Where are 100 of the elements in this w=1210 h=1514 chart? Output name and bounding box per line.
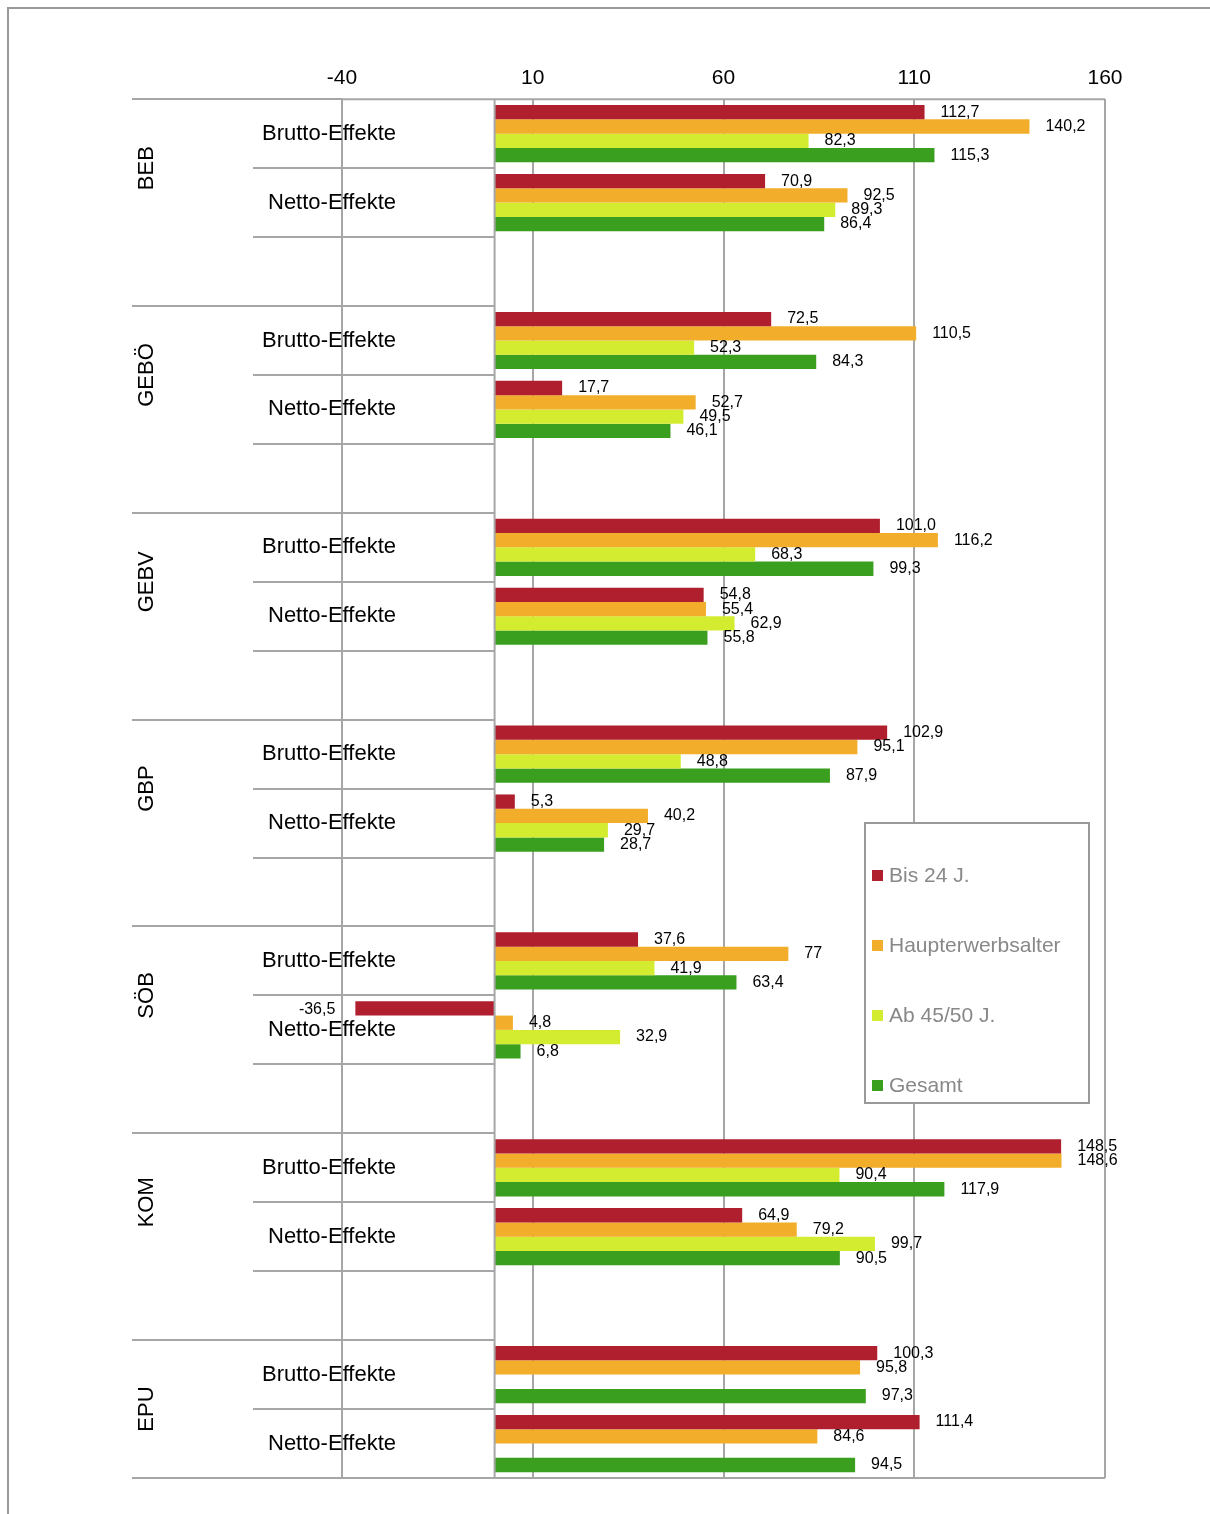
bar — [494, 1167, 840, 1183]
data-label: 89,3 — [851, 200, 883, 218]
bar — [494, 946, 789, 961]
data-label: 87,9 — [845, 765, 878, 783]
data-label: 64,9 — [758, 1205, 790, 1223]
bar — [494, 561, 874, 576]
data-label: 62,9 — [750, 613, 782, 631]
bar — [494, 395, 696, 410]
data-label: 102,9 — [903, 723, 944, 741]
data-label: 41,9 — [670, 958, 702, 976]
text: EPU — [133, 1386, 159, 1432]
bar — [494, 616, 735, 631]
bar — [494, 326, 917, 341]
x-tick-label: 110 — [897, 65, 931, 89]
legend-label: Gesamt — [889, 1073, 963, 1097]
y-tick-label: Netto-Effekte — [268, 1222, 396, 1248]
bar — [494, 630, 708, 645]
x-tick-label: 10 — [521, 65, 545, 89]
data-label: 29,7 — [623, 820, 656, 838]
data-label: 32,9 — [636, 1027, 668, 1045]
bar — [494, 725, 888, 740]
x-tick-label: -40 — [326, 65, 358, 89]
data-label: 63,4 — [752, 972, 784, 990]
text: GEBÖ — [133, 343, 159, 407]
data-label: 84,6 — [833, 1426, 865, 1444]
bar — [494, 823, 608, 838]
data-label: 82,3 — [824, 131, 856, 149]
data-label: 48,8 — [696, 751, 729, 769]
data-label: 97,3 — [881, 1386, 914, 1404]
legend-label: Haupterwerbsalter — [889, 933, 1061, 957]
y-tick-label: Netto-Effekte — [268, 395, 396, 421]
bar — [494, 837, 605, 852]
bar — [494, 174, 766, 189]
data-label: 46,1 — [686, 421, 718, 439]
data-label: 95,1 — [873, 737, 905, 755]
data-label: 148,6 — [1077, 1151, 1118, 1169]
bar — [494, 794, 515, 809]
y-tick-label: Netto-Effekte — [268, 188, 396, 214]
y-tick-label: Netto-Effekte — [268, 1429, 396, 1455]
bar — [494, 1345, 878, 1361]
bar — [494, 1457, 856, 1473]
data-label: 72,5 — [787, 309, 819, 327]
data-label: 79,2 — [812, 1219, 844, 1237]
bar — [494, 216, 825, 232]
y-tick-label: Brutto-Effekte — [261, 326, 397, 352]
bar — [494, 1044, 521, 1059]
bar — [494, 354, 817, 370]
bar — [494, 1139, 1062, 1154]
data-label: -36,5 — [298, 999, 336, 1017]
bar — [494, 1222, 797, 1237]
y-tick-label: Brutto-Effekte — [261, 947, 397, 973]
text: SÖB — [133, 972, 159, 1019]
data-label: 4,8 — [528, 1013, 552, 1031]
x-tick-label: 60 — [711, 65, 736, 89]
bar — [494, 518, 880, 534]
y-tick-label: Netto-Effekte — [268, 602, 396, 628]
x-tick-label: 160 — [1087, 65, 1123, 89]
bar — [494, 1236, 875, 1252]
bar — [494, 768, 830, 783]
bar — [494, 105, 925, 120]
data-label: 140,2 — [1045, 116, 1086, 134]
bar — [494, 133, 809, 148]
bar — [494, 1182, 945, 1197]
bar — [494, 547, 756, 562]
bar — [494, 960, 655, 976]
bar — [494, 1153, 1062, 1168]
bar — [494, 1015, 513, 1030]
data-label: 92,5 — [863, 185, 895, 203]
bar — [494, 380, 563, 396]
bar — [494, 202, 836, 217]
bar — [494, 1029, 621, 1045]
bar — [494, 932, 639, 947]
y-tick-label: Brutto-Effekte — [261, 1153, 397, 1179]
data-label: 99,7 — [890, 1234, 923, 1252]
y-tick-label: Netto-Effekte — [268, 809, 396, 835]
bar — [494, 409, 684, 424]
data-label: 90,4 — [855, 1165, 887, 1183]
bar — [494, 311, 772, 327]
data-label: 52,3 — [710, 338, 742, 356]
bar — [494, 119, 1030, 134]
data-label: 101,0 — [895, 516, 937, 534]
text: KOM — [133, 1177, 159, 1228]
data-label: 77 — [804, 944, 823, 962]
data-label: 17,7 — [578, 378, 610, 396]
data-label: 6,8 — [536, 1041, 559, 1059]
text: GBP — [133, 765, 159, 812]
bar — [494, 340, 695, 355]
bar — [494, 975, 737, 990]
bar — [494, 188, 848, 203]
data-label: 94,5 — [871, 1455, 903, 1473]
y-tick-label: Brutto-Effekte — [261, 740, 397, 766]
text: GEBV — [133, 550, 159, 613]
legend-label: Ab 45/50 J. — [889, 1003, 996, 1027]
data-label: 40,2 — [663, 806, 696, 824]
legend-label: Bis 24 J. — [889, 863, 970, 887]
bar — [494, 1360, 861, 1375]
data-label: 115,3 — [950, 145, 990, 163]
bar — [494, 601, 706, 617]
data-label: 110,5 — [932, 323, 972, 341]
bar — [494, 147, 935, 163]
